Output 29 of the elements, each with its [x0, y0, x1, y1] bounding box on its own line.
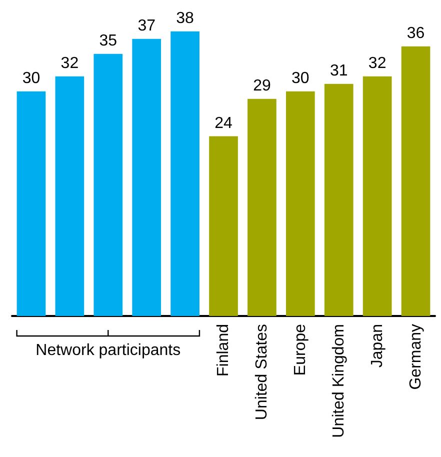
x-tick-label: United States: [253, 324, 270, 420]
data-label: 30: [22, 70, 40, 87]
x-tick-label: United Kingdom: [330, 324, 348, 438]
bar: [16, 91, 46, 316]
bar: [94, 54, 123, 316]
x-tick-label: Japan: [368, 324, 386, 368]
bar: [55, 76, 84, 316]
data-label: 36: [406, 24, 425, 42]
bar: [286, 91, 315, 316]
bar: [401, 46, 430, 316]
x-tick-label: Germany: [407, 324, 424, 390]
data-label: 30: [292, 70, 310, 87]
text: Network participants: [36, 342, 181, 360]
bar: [362, 76, 392, 316]
data-label: 29: [253, 77, 271, 94]
bar: [170, 31, 200, 316]
x-tick-label: Finland: [215, 324, 232, 376]
data-label: 32: [60, 54, 79, 72]
data-label: 24: [214, 114, 232, 132]
data-label: 35: [99, 32, 118, 50]
bar: [324, 84, 354, 316]
data-label: 37: [138, 17, 156, 34]
data-label: 32: [368, 54, 386, 72]
data-label: 38: [176, 10, 194, 27]
bar: [132, 38, 162, 316]
x-tick-label: Europe: [292, 324, 309, 376]
data-label: 31: [330, 62, 348, 80]
bar: [248, 98, 276, 316]
bar: [209, 136, 238, 316]
